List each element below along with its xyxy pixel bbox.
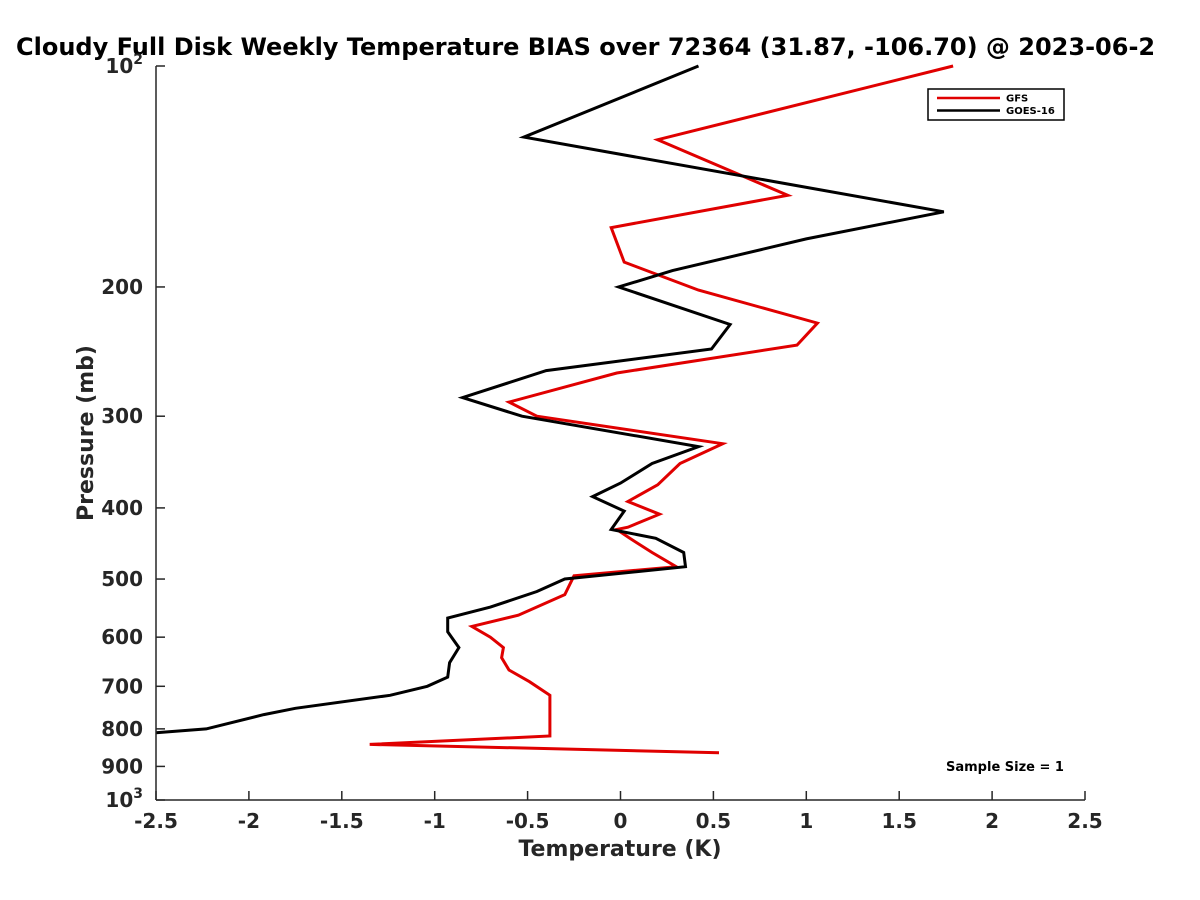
- x-tick-label: -2.5: [134, 809, 178, 833]
- chart-title: Cloudy Full Disk Weekly Temperature BIAS…: [16, 33, 1155, 61]
- plot-area: [155, 64, 954, 755]
- x-tick-label: 1.5: [881, 809, 916, 833]
- series-line-gfs: [369, 64, 954, 755]
- x-tick-label: 1: [799, 809, 813, 833]
- x-axis-ticks: -2.5 -2 -1.5 -1 -0.5 0 0.5 1 1.5 2 2.5: [134, 791, 1103, 833]
- x-tick-label: -1: [424, 809, 446, 833]
- x-tick-label: 2.5: [1067, 809, 1102, 833]
- y-tick-label: 700: [101, 674, 143, 698]
- x-tick-label: -1.5: [320, 809, 364, 833]
- y-tick-label: 400: [101, 496, 143, 520]
- y-tick-label: 600: [101, 625, 143, 649]
- y-tick-label: 900: [101, 754, 143, 778]
- legend-label-gfs: GFS: [1006, 94, 1028, 105]
- y-tick-label: 102: [105, 52, 143, 78]
- x-tick-label: 0.5: [696, 809, 731, 833]
- sample-size-annotation: Sample Size = 1: [946, 760, 1064, 775]
- y-axis-label: Pressure (mb): [74, 345, 99, 521]
- y-tick-label: 300: [101, 404, 143, 428]
- x-tick-label: -0.5: [506, 809, 550, 833]
- legend: GFS GOES-16: [927, 88, 1065, 121]
- y-tick-label: 500: [101, 567, 143, 591]
- x-tick-label: -2: [238, 809, 260, 833]
- x-axis-label: Temperature (K): [518, 837, 721, 862]
- y-tick-label: 800: [101, 717, 143, 741]
- legend-box: [927, 88, 1065, 121]
- x-tick-label: 2: [985, 809, 999, 833]
- y-axis-ticks: 102 200 300 400 500 600 700 800 900 103: [101, 52, 165, 812]
- x-tick-label: 0: [614, 809, 628, 833]
- series-line-goes16: [155, 64, 945, 735]
- legend-label-goes16: GOES-16: [1006, 106, 1055, 117]
- y-tick-label: 200: [101, 275, 143, 299]
- y-tick-label: 103: [105, 786, 143, 812]
